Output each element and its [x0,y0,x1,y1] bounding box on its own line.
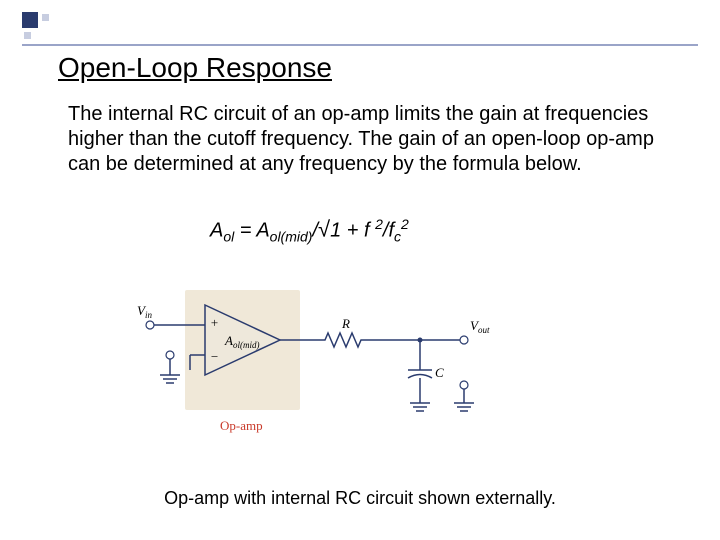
formula-rhs1-base: A [256,220,269,242]
vout-label: Vout [470,318,490,335]
capacitor-icon [408,375,432,379]
r-label: R [341,316,350,331]
gain-formula: Aol = Aol(mid)/√1 + f 2/fc2 [210,216,409,245]
formula-radicand-1: 1 + f [330,220,375,242]
vin-label: Vin [137,303,152,320]
body-paragraph: The internal RC circuit of an op-amp lim… [68,102,660,177]
title-divider [22,44,698,46]
c-label: C [435,365,444,380]
ground-in-terminal [166,351,174,359]
formula-lhs-sub: ol [223,229,234,245]
vin-terminal [146,321,154,329]
opamp-caption: Op-amp [220,418,263,433]
ground-out-terminal [460,381,468,389]
formula-eq: = [234,220,256,242]
page-title: Open-Loop Response [58,52,332,84]
sqrt-icon: √ [318,217,330,242]
formula-rhs1-sub: ol(mid) [270,229,313,245]
corner-decoration [22,12,52,42]
resistor-icon [320,333,366,347]
formula-fc-sub: c [394,229,401,245]
svg-text:+: + [210,315,219,330]
vout-terminal [460,336,468,344]
formula-exp2: 2 [401,216,409,232]
formula-exp1: 2 [375,216,383,232]
circuit-diagram: + − Aol(mid) R C Vin Vout [130,275,500,465]
formula-lhs-base: A [210,220,223,242]
figure-caption: Op-amp with internal RC circuit shown ex… [0,488,720,509]
formula-slash2: /f [383,220,394,242]
svg-text:−: − [210,349,219,364]
